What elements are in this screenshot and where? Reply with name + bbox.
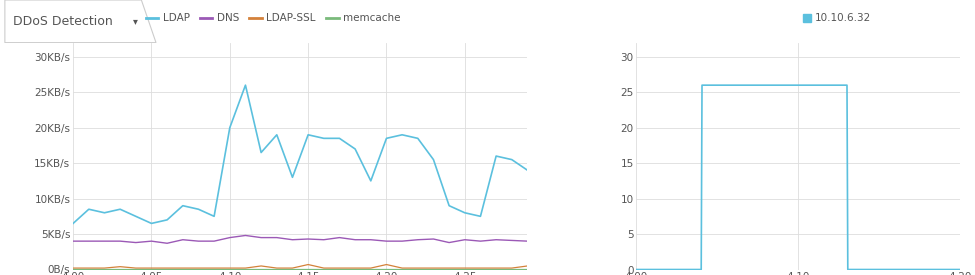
Text: ▾: ▾ [133,16,137,26]
Polygon shape [5,0,156,43]
Legend: LDAP, DNS, LDAP-SSL, memcache: LDAP, DNS, LDAP-SSL, memcache [141,9,405,28]
Text: DDoS Detection: DDoS Detection [13,15,112,28]
Legend: 10.10.6.32: 10.10.6.32 [800,9,876,28]
